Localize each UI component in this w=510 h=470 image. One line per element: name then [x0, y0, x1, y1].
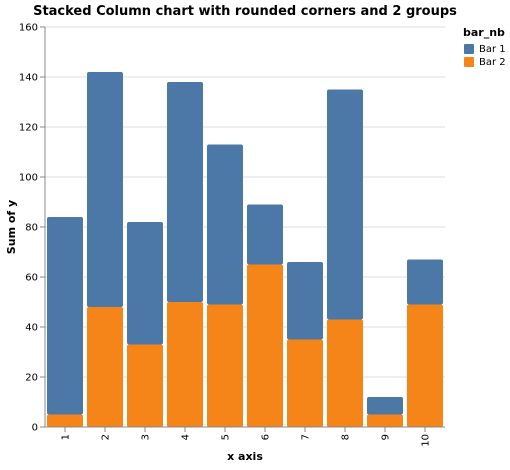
bar-bar-2-10	[407, 304, 443, 427]
y-tick-label: 100	[19, 173, 38, 184]
y-tick: 60	[25, 273, 45, 284]
x-tick-label: 9	[381, 434, 392, 440]
x-tick: 10	[421, 427, 432, 447]
bar-bar-1-8	[327, 89, 363, 320]
x-tick: 7	[301, 427, 312, 440]
y-tick: 80	[25, 223, 45, 234]
bar-bar-2-9	[367, 414, 403, 427]
y-tick: 140	[19, 73, 45, 84]
legend-label: Bar 2	[479, 57, 506, 68]
x-tick: 2	[101, 427, 112, 440]
bar-bar-1-6	[247, 204, 283, 265]
x-tick-label: 6	[261, 434, 272, 440]
bar-bar-2-2	[87, 307, 123, 427]
legend-label: Bar 1	[479, 44, 506, 55]
x-tick-label: 10	[421, 434, 432, 447]
bars	[47, 72, 443, 427]
x-tick: 5	[221, 427, 232, 440]
legend: bar_nb Bar 1 Bar 2	[463, 26, 506, 68]
bar-bar-1-2	[87, 72, 123, 307]
y-tick: 100	[19, 173, 45, 184]
y-axis-title: Sum of y	[5, 200, 18, 254]
y-tick-label: 160	[19, 23, 38, 34]
y-tick-label: 80	[25, 223, 38, 234]
y-tick-label: 60	[25, 273, 38, 284]
x-tick-label: 5	[221, 434, 232, 440]
legend-swatch-bar-2	[464, 57, 474, 67]
bar-bar-1-1	[47, 217, 83, 415]
legend-swatch-bar-1	[464, 44, 474, 54]
bar-bar-2-5	[207, 304, 243, 427]
x-tick-label: 4	[181, 434, 192, 440]
bar-bar-2-1	[47, 414, 83, 427]
y-tick-label: 20	[25, 373, 38, 384]
x-tick: 1	[61, 427, 72, 440]
x-tick: 8	[341, 427, 352, 440]
x-tick-label: 7	[301, 434, 312, 440]
bar-bar-1-10	[407, 259, 443, 305]
y-tick: 120	[19, 123, 45, 134]
bar-bar-1-5	[207, 144, 243, 305]
chart-title: Stacked Column chart with rounded corner…	[33, 4, 457, 19]
x-tick: 9	[381, 427, 392, 440]
bar-bar-1-3	[127, 222, 163, 345]
y-tick-label: 120	[19, 123, 38, 134]
y-axis: 0 20 40 60 80 100 120 140 160	[19, 23, 46, 434]
y-tick-label: 0	[32, 423, 38, 434]
y-tick-label: 40	[25, 323, 38, 334]
x-axis: 1 2 3 4 5 6 7 8 9 10	[45, 426, 445, 447]
x-tick-label: 3	[141, 434, 152, 440]
bar-bar-2-7	[287, 339, 323, 427]
bar-bar-1-7	[287, 262, 323, 340]
x-tick: 3	[141, 427, 152, 440]
x-tick-label: 2	[101, 434, 112, 440]
bar-bar-2-8	[327, 319, 363, 427]
y-tick: 0	[32, 423, 45, 434]
y-tick: 40	[25, 323, 45, 334]
x-tick: 4	[181, 427, 192, 440]
x-tick-label: 1	[61, 434, 72, 440]
y-tick-label: 140	[19, 73, 38, 84]
y-tick: 20	[25, 373, 45, 384]
x-axis-title: x axis	[227, 450, 263, 463]
legend-title: bar_nb	[463, 26, 505, 39]
bar-bar-1-9	[367, 397, 403, 415]
bar-bar-1-4	[167, 82, 203, 302]
bar-bar-2-6	[247, 264, 283, 427]
bar-bar-2-3	[127, 344, 163, 427]
y-tick: 160	[19, 23, 45, 34]
x-tick-label: 8	[341, 434, 352, 440]
bar-bar-2-4	[167, 302, 203, 427]
x-tick: 6	[261, 427, 272, 440]
